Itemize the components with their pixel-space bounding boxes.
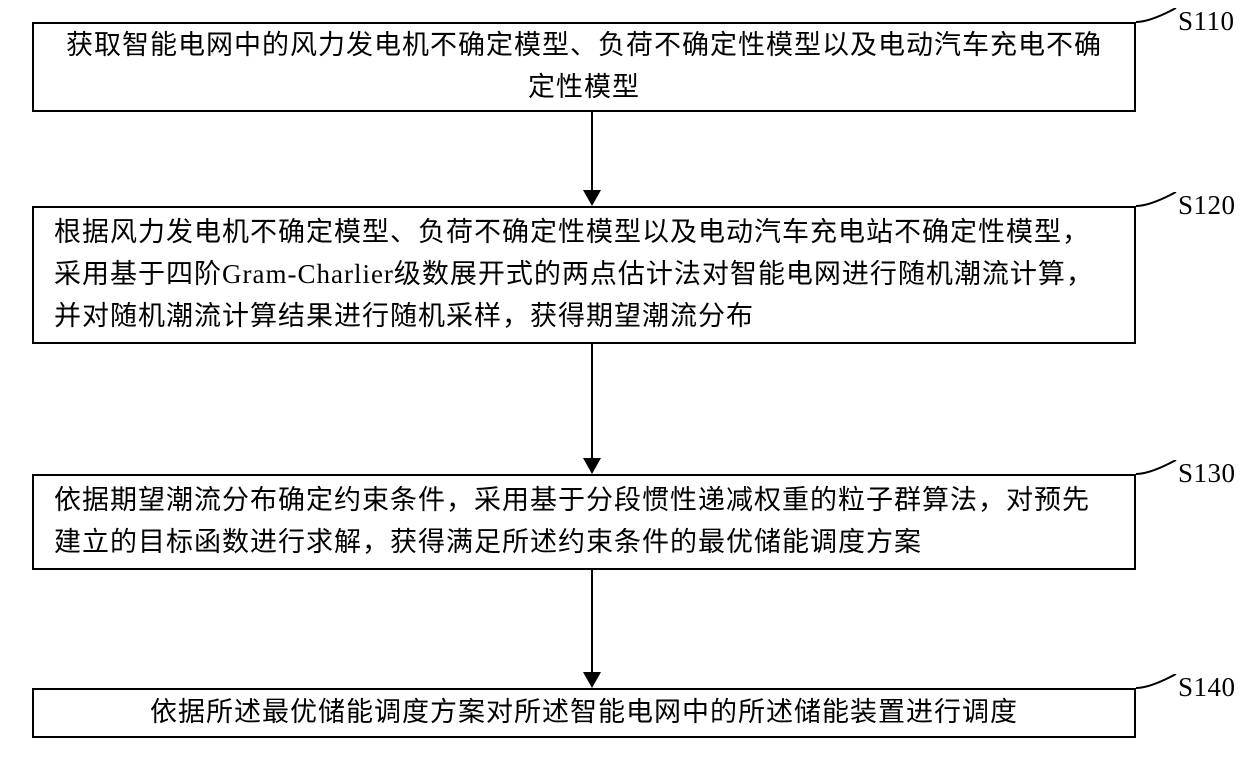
edge-s130-s140	[583, 570, 601, 688]
step-connector-s120	[1136, 192, 1180, 214]
edge-s110-s120	[583, 112, 601, 206]
flow-node-s140-text: 依据所述最优储能调度方案对所述智能电网中的所述储能装置进行调度	[150, 692, 1018, 734]
flow-node-s130: 依据期望潮流分布确定约束条件，采用基于分段惯性递减权重的粒子群算法，对预先建立的…	[32, 474, 1136, 570]
step-label-s110: S110	[1178, 6, 1235, 37]
step-label-s120: S120	[1178, 190, 1236, 221]
edge-s120-s130	[583, 344, 601, 474]
step-connector-s110	[1136, 8, 1180, 30]
flow-node-s120-text: 根据风力发电机不确定模型、负荷不确定性模型以及电动汽车充电站不确定性模型，采用基…	[54, 212, 1114, 338]
step-connector-s130	[1136, 460, 1180, 482]
step-label-s130: S130	[1178, 458, 1236, 489]
flow-node-s110: 获取智能电网中的风力发电机不确定模型、负荷不确定性模型以及电动汽车充电不确定性模…	[32, 22, 1136, 112]
flow-node-s130-text: 依据期望潮流分布确定约束条件，采用基于分段惯性递减权重的粒子群算法，对预先建立的…	[54, 480, 1114, 564]
flowchart-canvas: 获取智能电网中的风力发电机不确定模型、负荷不确定性模型以及电动汽车充电不确定性模…	[0, 0, 1240, 772]
flow-node-s120: 根据风力发电机不确定模型、负荷不确定性模型以及电动汽车充电站不确定性模型，采用基…	[32, 206, 1136, 344]
step-label-s140: S140	[1178, 672, 1236, 703]
step-connector-s140	[1136, 674, 1180, 696]
flow-node-s110-text: 获取智能电网中的风力发电机不确定模型、负荷不确定性模型以及电动汽车充电不确定性模…	[54, 25, 1114, 109]
flow-node-s140: 依据所述最优储能调度方案对所述智能电网中的所述储能装置进行调度	[32, 688, 1136, 738]
